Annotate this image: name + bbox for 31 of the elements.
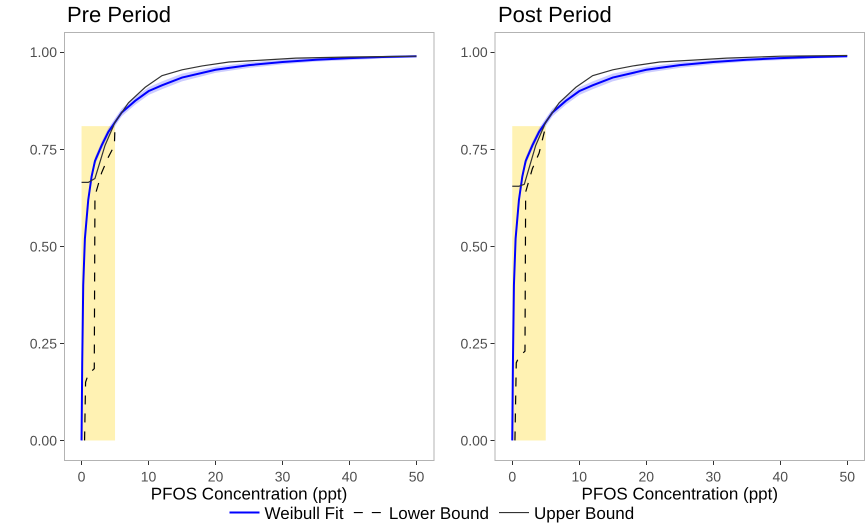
line-series xyxy=(512,54,848,187)
chart-title: Pre Period xyxy=(67,2,171,27)
y-tick-label: 0.75 xyxy=(30,141,58,158)
y-tick-label: 0.25 xyxy=(460,335,488,352)
chart-title: Post Period xyxy=(498,2,612,27)
y-tick-label: 0.50 xyxy=(460,238,488,254)
y-tick-label: 1.00 xyxy=(460,44,488,60)
x-tick-label: 0 xyxy=(78,468,86,485)
legend-label: Upper Bound xyxy=(534,504,634,524)
legend-label: Lower Bound xyxy=(388,504,490,524)
x-tick-label: 20 xyxy=(208,468,224,485)
x-axis-title: PFOS Concentration (ppt) xyxy=(581,484,778,504)
y-tick-label: 0.75 xyxy=(460,141,488,158)
x-tick-label: 50 xyxy=(408,468,425,485)
x-tick-label: 0 xyxy=(508,468,516,485)
x-tick-label: 10 xyxy=(571,468,588,485)
x-tick-label: 40 xyxy=(772,468,788,485)
y-tick-label: 1.00 xyxy=(30,44,58,60)
x-axis-title: PFOS Concentration (ppt) xyxy=(150,484,348,504)
line-series xyxy=(80,56,418,183)
x-tick-label: 40 xyxy=(342,468,358,485)
y-tick-label: 0.00 xyxy=(30,432,58,448)
x-tick-label: 20 xyxy=(638,468,654,485)
legend-label: Weibull Fit xyxy=(264,504,344,524)
x-tick-label: 50 xyxy=(839,468,856,485)
y-tick-label: 0.50 xyxy=(30,238,58,254)
x-tick-label: 30 xyxy=(274,468,291,485)
y-tick-label: 0.25 xyxy=(30,335,58,352)
y-tick-label: 0.00 xyxy=(460,432,488,448)
x-tick-label: 10 xyxy=(140,468,157,485)
x-tick-label: 30 xyxy=(705,468,722,485)
